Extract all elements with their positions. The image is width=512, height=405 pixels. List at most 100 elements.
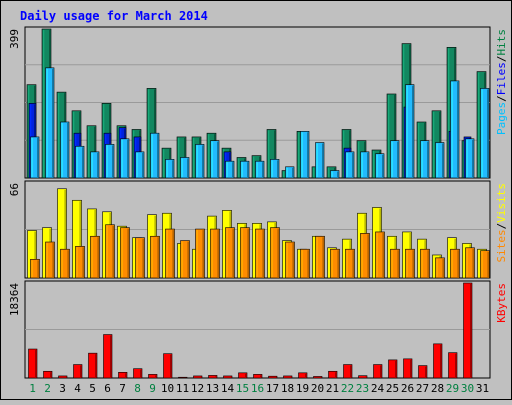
bar-sites-day-19-shadow [308, 250, 309, 277]
bar-sites-day-11 [181, 241, 190, 278]
bar-pages-day-22-shadow [352, 153, 353, 177]
bar-hits-day-18-highlight [283, 172, 284, 177]
bar-sites-day-15-highlight [242, 229, 243, 277]
bar-pages-day-10 [166, 159, 175, 178]
bar-sites-day-23-shadow [368, 234, 369, 277]
bar-sites-day-25-shadow [398, 250, 399, 277]
bar-pages-day-9 [151, 133, 160, 178]
bar-hits-day-16-highlight [253, 157, 254, 177]
bar-hits-day-19-highlight [298, 132, 299, 177]
bar-pages-day-25-highlight [392, 142, 393, 177]
bar-sites-day-30-shadow [473, 249, 474, 277]
bar-sites-day-29-highlight [452, 250, 453, 277]
bar-kbytes-day-27 [419, 366, 428, 378]
bar-pages-day-29 [451, 81, 460, 178]
bar-sites-day-7-shadow [128, 229, 129, 277]
bar-kbytes-day-29-shadow [455, 354, 456, 377]
bar-kbytes-day-24 [374, 365, 383, 378]
bar-pages-day-7-shadow [127, 140, 128, 177]
bar-sites-day-15-shadow [248, 229, 249, 277]
bar-pages-day-9-highlight [152, 134, 153, 177]
bar-sites-day-12-shadow [203, 230, 204, 277]
panel-middle-legend: Sites/Visits [495, 183, 508, 263]
x-tick-label-4: 4 [74, 382, 81, 395]
bar-kbytes-day-13-shadow [215, 376, 216, 377]
bar-pages-day-12-shadow [202, 145, 203, 177]
legend-separator: / [495, 223, 508, 230]
bar-kbytes-day-20-body [314, 376, 323, 378]
bar-visits-day-3-highlight [59, 190, 60, 277]
bar-pages-day-24-shadow [382, 155, 383, 177]
bar-kbytes-day-29 [449, 353, 458, 378]
bar-sites-day-26 [406, 249, 415, 278]
bar-kbytes-day-29-highlight [450, 354, 451, 377]
bar-visits-day-14-highlight [224, 211, 225, 277]
x-tick-label-28: 28 [431, 382, 444, 395]
bar-pages-day-30-shadow [472, 140, 473, 177]
bar-pages-day-27-shadow [427, 142, 428, 177]
bar-visits-day-16-highlight [254, 224, 255, 277]
bar-sites-day-27-highlight [422, 250, 423, 277]
bar-kbytes-day-5 [89, 353, 98, 378]
bar-pages-day-11-shadow [187, 158, 188, 177]
bar-kbytes-day-24-highlight [375, 366, 376, 377]
bar-visits-day-22-highlight [344, 240, 345, 277]
bar-pages-day-3-highlight [62, 123, 63, 177]
x-tick-label-1: 1 [29, 382, 36, 395]
bar-kbytes-day-2 [44, 371, 53, 378]
bar-pages-day-6-shadow [112, 145, 113, 177]
bar-pages-day-28 [436, 143, 445, 178]
bar-kbytes-day-11-body [179, 377, 188, 378]
bar-visits-day-10-highlight [164, 214, 165, 277]
bar-sites-day-21-highlight [332, 250, 333, 277]
x-tick-label-9: 9 [149, 382, 156, 395]
bar-visits-day-28-highlight [434, 256, 435, 277]
bar-kbytes-day-22-shadow [350, 366, 351, 377]
bar-hits-day-31-highlight [478, 73, 479, 177]
bar-pages-day-4-highlight [77, 147, 78, 177]
bar-kbytes-day-15-shadow [245, 374, 246, 377]
bar-sites-day-31-highlight [482, 252, 483, 277]
bar-hits-day-3-highlight [58, 93, 59, 177]
bar-sites-day-17-highlight [272, 229, 273, 277]
bar-kbytes-day-7-highlight [120, 373, 121, 377]
legend-sites: Sites [495, 229, 508, 262]
x-tick-label-27: 27 [416, 382, 429, 395]
bar-pages-day-2-shadow [52, 69, 53, 177]
bar-pages-day-13-highlight [212, 142, 213, 177]
panel-top-legend: Pages/Files/Hits [495, 29, 508, 135]
bar-visits-day-15-highlight [239, 224, 240, 277]
bar-kbytes-day-16 [254, 374, 263, 378]
bar-pages-day-1-highlight [32, 138, 33, 177]
bar-sites-day-7 [121, 228, 130, 278]
bar-sites-day-2 [46, 242, 55, 278]
bar-kbytes-day-10-shadow [170, 355, 171, 377]
bar-visits-day-2-highlight [44, 229, 45, 277]
bar-pages-day-12-highlight [197, 145, 198, 177]
bar-kbytes-day-9-highlight [150, 375, 151, 377]
bar-sites-day-13-shadow [218, 230, 219, 277]
bar-sites-day-14-shadow [233, 229, 234, 277]
x-tick-label-7: 7 [119, 382, 126, 395]
bar-pages-day-18-shadow [292, 168, 293, 177]
x-tick-label-10: 10 [161, 382, 174, 395]
bar-pages-day-1-shadow [37, 138, 38, 177]
bar-kbytes-day-16-highlight [255, 375, 256, 377]
bar-pages-day-17-shadow [277, 160, 278, 177]
bar-kbytes-day-7-shadow [125, 373, 126, 377]
legend-visits: Visits [495, 183, 508, 223]
bar-kbytes-day-6-highlight [105, 336, 106, 377]
bar-sites-day-9-highlight [152, 237, 153, 277]
bar-pages-day-27-highlight [422, 142, 423, 177]
bar-pages-day-26 [406, 85, 415, 178]
bar-kbytes-day-22 [344, 365, 353, 378]
bar-kbytes-day-5-highlight [90, 354, 91, 377]
bar-pages-day-29-shadow [457, 82, 458, 177]
x-tick-label-25: 25 [386, 382, 399, 395]
bar-sites-day-29 [451, 249, 460, 278]
bar-visits-day-31-highlight [479, 250, 480, 277]
bar-kbytes-day-24-shadow [380, 366, 381, 377]
bar-kbytes-day-19 [299, 373, 308, 378]
